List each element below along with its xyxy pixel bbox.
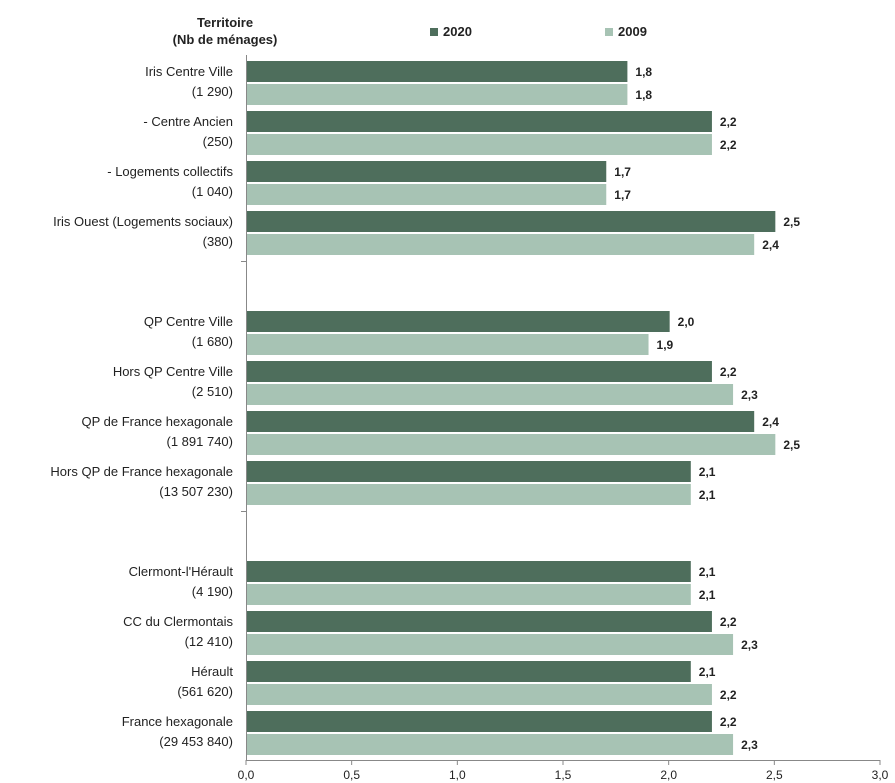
category-count: (380) (203, 234, 233, 249)
value-label-2009: 1,8 (635, 88, 652, 102)
value-label-2020: 2,1 (699, 465, 716, 479)
category-label: QP Centre Ville (144, 314, 233, 329)
category-label: Clermont-l'Hérault (129, 564, 234, 579)
bar-2009 (247, 134, 712, 155)
category-count: (4 190) (192, 584, 233, 599)
bar-2009 (247, 334, 649, 355)
y-axis-title-line1: Territoire (196, 15, 254, 30)
category-count: (29 453 840) (159, 734, 233, 749)
category-label: - Centre Ancien (143, 114, 233, 129)
bar-2020 (247, 61, 628, 82)
value-label-2009: 2,3 (741, 388, 758, 402)
bar-2020 (247, 461, 691, 482)
legend-item-2020: 2020 (430, 24, 472, 39)
value-label-2020: 2,2 (720, 715, 737, 729)
category-label: QP de France hexagonale (81, 414, 233, 429)
category-count: (1 891 740) (167, 434, 234, 449)
value-label-2009: 2,5 (783, 438, 800, 452)
category-label: Hors QP de France hexagonale (50, 464, 233, 479)
category-count: (250) (203, 134, 233, 149)
y-axis-title-line2: (Nb de ménages) (172, 32, 278, 47)
bar-2009 (247, 734, 734, 755)
bar-2009 (247, 684, 712, 705)
value-label-2009: 2,1 (699, 488, 716, 502)
category-label: Iris Ouest (Logements sociaux) (53, 214, 233, 229)
category-count: (2 510) (192, 384, 233, 399)
x-tick-label-4: 2,0 (660, 768, 677, 782)
category-count: (1 040) (192, 184, 233, 199)
category-label: Hors QP Centre Ville (113, 364, 233, 379)
x-tick-label-2: 1,0 (449, 768, 466, 782)
x-tick-label-6: 3,0 (872, 768, 889, 782)
bar-2020 (247, 311, 670, 332)
bar-2020 (247, 111, 712, 132)
bar-2020 (247, 561, 691, 582)
value-label-2020: 2,2 (720, 615, 737, 629)
legend-swatch-2020 (430, 27, 438, 36)
legend-label-2020: 2020 (443, 24, 472, 39)
value-label-2009: 1,9 (657, 338, 674, 352)
bar-2009 (247, 84, 628, 105)
y-axis-title: Territoire (Nb de ménages) (150, 14, 300, 48)
value-label-2020: 2,4 (762, 415, 779, 429)
value-label-2020: 2,0 (678, 315, 695, 329)
category-count: (13 507 230) (159, 484, 233, 499)
bar-2020 (247, 361, 712, 382)
bar-2009 (247, 484, 691, 505)
value-label-2020: 2,1 (699, 665, 716, 679)
legend-swatch-2009 (605, 27, 613, 36)
category-label: CC du Clermontais (123, 614, 233, 629)
category-label: Iris Centre Ville (145, 64, 233, 79)
legend-item-2009: 2009 (605, 24, 647, 39)
bar-2020 (247, 161, 607, 182)
bar-2009 (247, 184, 607, 205)
category-count: (12 410) (185, 634, 233, 649)
category-label: Hérault (191, 664, 233, 679)
value-label-2009: 2,3 (741, 738, 758, 752)
bar-2020 (247, 661, 691, 682)
category-label: France hexagonale (122, 714, 233, 729)
x-tick-label-3: 1,5 (555, 768, 572, 782)
value-label-2020: 1,7 (614, 165, 631, 179)
bar-2009 (247, 434, 776, 455)
value-label-2020: 2,1 (699, 565, 716, 579)
value-label-2009: 2,1 (699, 588, 716, 602)
category-count: (1 290) (192, 84, 233, 99)
bar-2020 (247, 411, 755, 432)
category-count: (561 620) (177, 684, 233, 699)
value-label-2009: 2,3 (741, 638, 758, 652)
x-tick-label-5: 2,5 (766, 768, 783, 782)
x-tick-label-0: 0,0 (238, 768, 255, 782)
value-label-2020: 2,2 (720, 365, 737, 379)
value-label-2009: 1,7 (614, 188, 631, 202)
bar-2009 (247, 634, 734, 655)
bar-2020 (247, 711, 712, 732)
category-label: - Logements collectifs (107, 164, 233, 179)
bar-2009 (247, 234, 755, 255)
x-tick-label-1: 0,5 (343, 768, 360, 782)
legend-label-2009: 2009 (618, 24, 647, 39)
value-label-2020: 2,2 (720, 115, 737, 129)
value-label-2020: 1,8 (635, 65, 652, 79)
value-label-2009: 2,2 (720, 138, 737, 152)
bar-2020 (247, 611, 712, 632)
value-label-2009: 2,4 (762, 238, 779, 252)
bar-2009 (247, 584, 691, 605)
bar-2020 (247, 211, 776, 232)
bar-2009 (247, 384, 734, 405)
value-label-2020: 2,5 (783, 215, 800, 229)
value-label-2009: 2,2 (720, 688, 737, 702)
category-count: (1 680) (192, 334, 233, 349)
